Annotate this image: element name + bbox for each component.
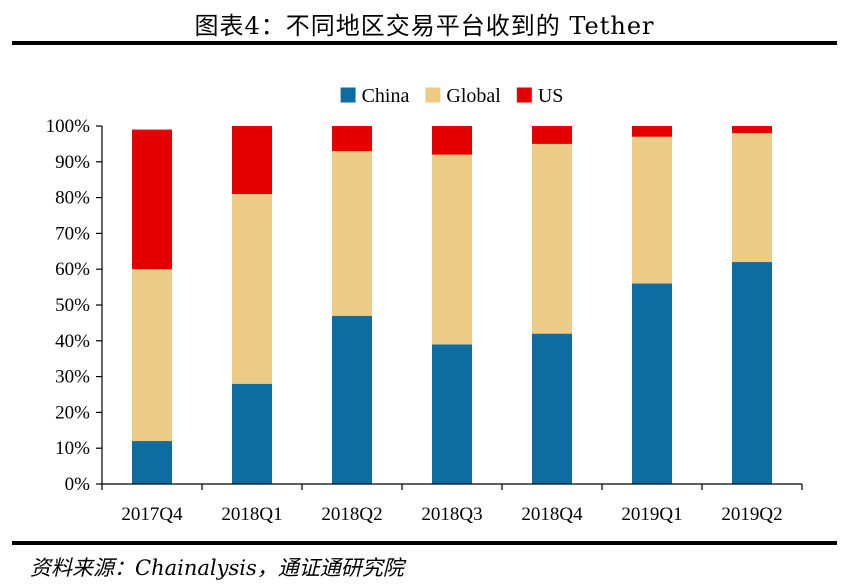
bar-china-2018q4 [532, 333, 572, 484]
x-axis: 2017Q4 2018Q1 2018Q2 2018Q3 2018Q4 2019Q1 2019… [101, 483, 803, 525]
legend-swatch [340, 87, 356, 103]
bar-china-2018q3 [432, 344, 472, 484]
x-tick-label: 2018Q1 [221, 504, 282, 525]
bar-china-2019q1 [632, 283, 672, 484]
y-tick-label: 20% [55, 402, 90, 423]
bar-us-2017q4 [132, 129, 172, 270]
bar-global-2018q1 [232, 194, 272, 384]
bar-global-2017q4 [132, 269, 172, 442]
x-tick-label: 2018Q3 [421, 504, 482, 525]
bars [132, 126, 772, 484]
bar-china-2018q1 [232, 383, 272, 484]
source-note: 资料来源：Chainalysis，通证通研究院 [30, 556, 404, 580]
legend-label: US [538, 85, 564, 107]
x-tick-label: 2018Q2 [321, 504, 382, 525]
legend: China Global US [340, 85, 564, 107]
stacked-bar-chart: China Global US 0% 10% 20% 30% 40% 50% 60% 70% 80%… [46, 85, 803, 525]
bar-global-2018q2 [332, 151, 372, 316]
legend-label: China [362, 85, 410, 107]
bar-global-2018q3 [432, 154, 472, 345]
y-tick-label: 80% [55, 188, 90, 209]
bar-china-2017q4 [132, 441, 172, 484]
bar-us-2019q2 [732, 126, 772, 134]
y-axis: 0% 10% 20% 30% 40% 50% 60% 70% 80% 90% 100% [46, 116, 103, 495]
bar-us-2018q3 [432, 126, 472, 155]
legend-item-china: China [340, 85, 410, 107]
legend-item-global: Global [425, 85, 501, 107]
y-tick-label: 70% [55, 223, 90, 244]
bar-china-2018q2 [332, 315, 372, 484]
y-tick-label: 10% [55, 438, 90, 459]
y-tick-label: 90% [55, 152, 90, 173]
bar-us-2019q1 [632, 126, 672, 137]
y-tick-label: 0% [65, 474, 91, 495]
x-tick-label: 2017Q4 [121, 504, 183, 525]
bar-us-2018q2 [332, 126, 372, 152]
top-rule [12, 41, 837, 45]
legend-label: Global [446, 85, 501, 107]
bar-china-2019q2 [732, 262, 772, 484]
y-tick-label: 30% [55, 367, 90, 388]
bar-global-2018q4 [532, 143, 572, 334]
chart-title: 图表4：不同地区交易平台收到的 Tether [194, 12, 655, 40]
legend-item-us: US [516, 85, 564, 107]
bar-global-2019q2 [732, 133, 772, 263]
bar-global-2019q1 [632, 136, 672, 284]
y-tick-label: 50% [55, 295, 90, 316]
legend-swatch [425, 87, 441, 103]
y-tick-label: 40% [55, 331, 90, 352]
legend-swatch [516, 87, 532, 103]
bottom-rule [12, 541, 837, 545]
bar-us-2018q1 [232, 126, 272, 195]
x-tick-label: 2019Q1 [621, 504, 682, 525]
y-tick-label: 60% [55, 259, 90, 280]
y-tick-label: 100% [46, 116, 91, 137]
x-tick-label: 2019Q2 [721, 504, 782, 525]
bar-us-2018q4 [532, 126, 572, 144]
x-tick-label: 2018Q4 [521, 504, 583, 525]
